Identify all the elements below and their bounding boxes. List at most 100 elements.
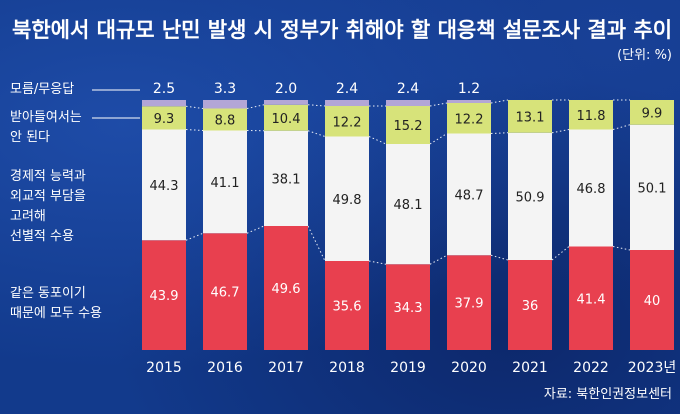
value-label-unknown: 3.3: [214, 81, 236, 97]
bar-accept-all: [447, 255, 491, 350]
connector-line: [368, 260, 387, 265]
bar-accept-all: [508, 260, 552, 350]
value-label-reject: 12.2: [333, 115, 362, 130]
value-label-reject: 15.2: [394, 119, 423, 134]
bar-group: 35.6 49.8 12.2: [325, 100, 369, 350]
connector-line: [429, 102, 448, 107]
connector-line: [307, 104, 326, 107]
bar-selective: [508, 132, 552, 260]
connector-line: [185, 232, 204, 241]
value-label-accept-all: 35.6: [333, 300, 362, 315]
connector-lines: [185, 99, 631, 265]
value-label-unknown: 2.0: [275, 81, 297, 97]
x-tick-label: 2015: [146, 360, 182, 376]
bar-unknown: [447, 100, 491, 103]
bar-reject: [447, 103, 491, 134]
value-label-unknown: 2.4: [336, 81, 358, 97]
value-label-reject: 9.9: [642, 106, 663, 121]
bar-group: 41.4 46.8 11.8: [569, 100, 613, 350]
value-label-selective: 50.9: [516, 190, 545, 205]
bar-selective: [142, 129, 186, 241]
value-label-reject: 9.3: [154, 112, 175, 127]
x-tick-label: 2020: [451, 360, 487, 376]
bar-selective: [630, 124, 674, 250]
bar-group: 34.3 48.1 15.2: [386, 100, 430, 350]
bar-group: 43.9 44.3 9.3: [142, 100, 186, 350]
chart-title: 북한에서 대규모 난민 발생 시 정부가 취해야 할 대응책 설문조사 결과 추…: [12, 18, 672, 42]
bar-unknown: [386, 100, 430, 106]
bar-reject: [203, 108, 247, 131]
value-label-selective: 41.1: [211, 176, 240, 191]
bar-selective: [386, 144, 430, 265]
value-label-reject: 11.8: [577, 109, 606, 124]
value-label-reject: 8.8: [215, 114, 236, 129]
x-tick-label: 2021: [512, 360, 548, 376]
series-label-line: 받아들여서는: [10, 110, 82, 125]
value-label-accept-all: 40: [644, 294, 661, 309]
value-label-accept-all: 41.4: [577, 292, 606, 307]
value-label-selective: 38.1: [272, 172, 301, 187]
source-label: 자료: 북한인권정보센터: [544, 387, 672, 402]
connector-line: [490, 99, 509, 104]
bar-reject: [386, 106, 430, 144]
series-label: 모름/무응답: [10, 82, 140, 97]
bar-reject: [325, 106, 369, 137]
bar-reject: [508, 100, 552, 133]
bar-accept-all: [203, 233, 247, 350]
x-tick-label: 2018: [329, 360, 365, 376]
connector-line: [368, 136, 387, 145]
connector-line: [307, 130, 326, 137]
value-label-unknown: 2.4: [397, 81, 419, 97]
value-label-accept-all: 43.9: [150, 289, 179, 304]
bar-unknown: [264, 100, 308, 105]
bar-group: 40 50.1 9.9: [630, 100, 674, 350]
x-tick-label: 2023년: [628, 360, 677, 376]
connector-line: [490, 254, 509, 261]
connector-line: [612, 246, 631, 251]
bar-reject: [264, 104, 308, 131]
bar-accept-all: [264, 226, 308, 350]
connector-line: [551, 246, 570, 261]
series-label-line: 모름/무응답: [10, 82, 74, 97]
bar-accept-all: [325, 261, 369, 350]
series-label-line: 고려해: [10, 209, 46, 224]
bar-unknown: [203, 100, 247, 109]
bar-accept-all: [142, 240, 186, 350]
bar-group: 37.9 48.7 12.2: [447, 100, 491, 350]
unit-label: (단위: %): [617, 48, 672, 63]
series-label-line: 경제적 능력과: [10, 169, 86, 184]
series-label-line: 때문에 모두 수용: [10, 306, 102, 321]
value-label-selective: 50.1: [638, 181, 667, 196]
value-label-accept-all: 37.9: [455, 297, 484, 312]
value-label-reject: 12.2: [455, 112, 484, 127]
value-label-reject: 10.4: [272, 112, 301, 127]
connector-line: [429, 133, 448, 145]
value-label-accept-all: 49.6: [272, 282, 301, 297]
bars: 43.9 44.3 9.3 46.7 41.1 8.8 49.6 38.1 10.4 35.6 49…: [142, 100, 674, 350]
bar-group: 49.6 38.1 10.4: [264, 100, 308, 350]
value-label-unknown: 1.2: [458, 81, 480, 97]
value-label-reject: 13.1: [516, 110, 545, 125]
value-label-unknown: 2.5: [153, 81, 175, 97]
value-label-selective: 48.7: [455, 188, 484, 203]
bar-group: 46.7 41.1 8.8: [203, 100, 247, 350]
bar-unknown: [142, 100, 186, 107]
bar-accept-all: [386, 264, 430, 350]
bar-selective: [264, 130, 308, 226]
value-label-accept-all: 34.3: [394, 301, 423, 316]
unknown-value-labels: 2.5 3.3 2.0 2.4 2.4 1.2: [153, 81, 480, 97]
bar-selective: [569, 129, 613, 247]
series-label-line: 외교적 부담을: [10, 189, 86, 204]
x-tick-label: 2016: [207, 360, 243, 376]
value-label-selective: 44.3: [150, 179, 179, 194]
bar-group: 36 50.9 13.1: [508, 100, 552, 350]
bar-accept-all: [630, 250, 674, 350]
bar-reject: [569, 100, 613, 130]
connector-line: [246, 104, 265, 109]
series-label-line: 선별적 수용: [10, 229, 74, 244]
value-label-selective: 48.1: [394, 198, 423, 213]
